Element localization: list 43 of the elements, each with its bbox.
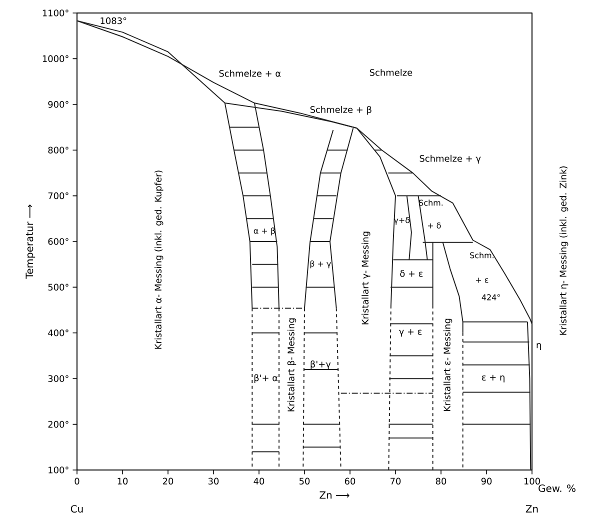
annotation: Kristallart ε- Messing	[443, 318, 452, 411]
annotation: Schmelze + β	[310, 106, 372, 115]
y-tick-label: 400°	[48, 330, 68, 336]
annotation: β'+γ	[310, 360, 331, 370]
y-tick-label: 300°	[48, 375, 68, 382]
y-tick-label: 800°	[48, 146, 68, 154]
x-tick-label: 30	[208, 478, 219, 485]
x-tick-label: 70	[390, 478, 401, 485]
annotation: Schmelze	[370, 68, 412, 76]
text: Gew. %	[538, 484, 576, 492]
annotation: γ + ε	[398, 329, 422, 337]
annotation: Kristallart γ- Messing	[362, 232, 370, 324]
annotation: 1083°	[100, 17, 126, 24]
annotation: β'+ α	[254, 374, 278, 383]
x-tick-label: 50	[299, 478, 310, 485]
text: Zn	[526, 505, 538, 512]
text: Kristallart η- Messing (inkl. ged. Zink)	[560, 166, 568, 335]
x-tick-label: 60	[344, 478, 356, 485]
y-tick-label: 1000°	[42, 55, 68, 62]
x-tick-label: 100	[524, 478, 540, 485]
x-tick-label: 80	[436, 478, 446, 485]
x-tick-label: 90	[481, 478, 492, 485]
text: η	[536, 343, 541, 350]
x-axis-title: Zn ⟶	[320, 491, 350, 499]
y-tick-label: 1100°	[42, 10, 68, 16]
y-tick-label: 700°	[48, 192, 68, 200]
x-tick-label: 0	[74, 478, 80, 485]
annotation: ε + η	[482, 374, 504, 382]
y-axis-title: Temperatur ⟶	[26, 204, 36, 279]
annotation: Kristallart α- Messing (inkl. ged. Kupfer)	[154, 170, 164, 349]
y-tick-label: 500°	[48, 284, 68, 291]
annotation: Schmelze + γ	[420, 154, 481, 164]
text: Cu	[70, 505, 83, 513]
y-tick-label: 200°	[48, 420, 68, 428]
annotation: δ + ε	[400, 270, 423, 277]
x-tick-label: 40	[254, 478, 264, 485]
annotation: Kristallart β- Messing	[287, 318, 296, 412]
annotation: Schmelze + α	[219, 70, 281, 77]
y-tick-label: 100°	[48, 466, 68, 474]
y-tick-label: 900°	[48, 101, 68, 108]
x-tick-label: 10	[118, 478, 128, 485]
y-tick-label: 600°	[48, 238, 68, 245]
x-tick-label: 20	[162, 478, 174, 485]
